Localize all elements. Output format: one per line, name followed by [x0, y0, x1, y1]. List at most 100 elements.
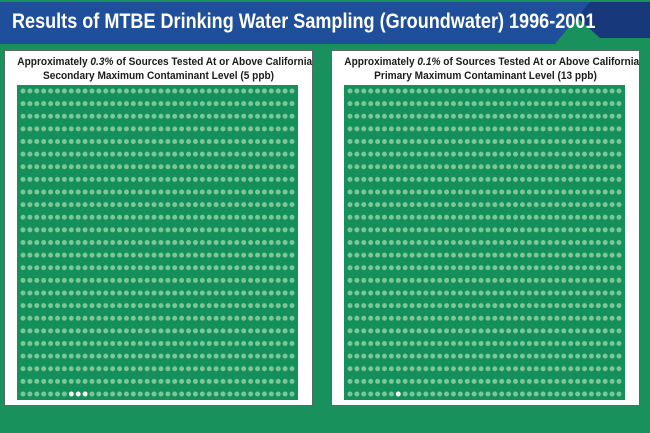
- panel-title-line1: Approximately 0.3% of Sources Tested At …: [17, 55, 312, 69]
- source-dot: [506, 277, 512, 283]
- source-dot: [347, 151, 353, 157]
- source-dot: [68, 366, 74, 372]
- source-dot: [409, 315, 415, 321]
- source-dot: [275, 189, 281, 195]
- source-dot: [513, 290, 519, 296]
- source-dot: [255, 151, 260, 157]
- source-dot: [478, 240, 484, 245]
- source-dot: [117, 265, 123, 271]
- source-dot: [48, 328, 54, 334]
- source-dot: [375, 378, 381, 384]
- source-dot: [409, 290, 415, 296]
- source-dot: [117, 366, 123, 372]
- source-dot: [402, 391, 408, 397]
- source-dot: [275, 176, 281, 182]
- source-dot: [368, 176, 374, 182]
- source-dot: [471, 214, 477, 220]
- source-dot: [547, 315, 553, 321]
- title-suffix: of Sources Tested At or Above California: [113, 56, 313, 68]
- source-dot: [354, 214, 360, 220]
- source-dot: [144, 277, 150, 283]
- source-dot: [179, 265, 185, 271]
- source-dot: [110, 126, 116, 132]
- source-dot: [450, 378, 456, 384]
- source-dot: [430, 265, 436, 271]
- source-dot: [540, 366, 546, 372]
- source-dot: [513, 252, 519, 258]
- source-dot: [282, 176, 288, 182]
- source-dot: [602, 290, 608, 296]
- source-dot: [526, 353, 532, 359]
- source-dot: [485, 214, 491, 220]
- source-dot: [382, 315, 387, 321]
- source-dot: [409, 126, 415, 132]
- source-dot: [506, 391, 512, 397]
- source-dot: [561, 353, 567, 359]
- source-dot: [595, 101, 601, 107]
- source-dot: [533, 227, 539, 233]
- source-dot: [41, 240, 47, 245]
- source-dot: [354, 126, 360, 132]
- source-dot: [123, 391, 129, 397]
- source-dot: [499, 240, 505, 245]
- source-dot: [575, 240, 581, 245]
- source-dot: [144, 202, 150, 208]
- source-dot: [151, 341, 157, 346]
- source-dot: [220, 139, 226, 144]
- source-dot: [172, 265, 178, 271]
- source-dot: [540, 265, 546, 271]
- source-dot: [368, 113, 374, 119]
- source-dot: [137, 176, 143, 182]
- source-dot: [110, 366, 116, 372]
- source-dot: [282, 164, 288, 170]
- source-dot: [464, 227, 470, 233]
- source-dot: [289, 151, 295, 157]
- source-dot: [609, 113, 615, 119]
- source-dot: [409, 265, 415, 271]
- source-dot: [261, 176, 267, 182]
- source-dot: [595, 391, 601, 397]
- source-dot: [165, 265, 171, 271]
- source-dot: [165, 113, 171, 119]
- source-dot: [533, 353, 539, 359]
- source-dot: [375, 303, 381, 309]
- source-dot: [110, 240, 116, 245]
- source-dot: [75, 341, 81, 346]
- source-dot: [130, 202, 136, 208]
- source-dot: [192, 391, 198, 397]
- source-dot: [388, 277, 394, 283]
- source-dot: [34, 290, 40, 296]
- source-dot: [61, 353, 67, 359]
- source-dot: [55, 227, 60, 233]
- source-dot: [282, 227, 288, 233]
- source-dot: [423, 164, 429, 170]
- source-dot: [20, 227, 26, 233]
- source-dot: [388, 202, 394, 208]
- source-dot: [499, 214, 505, 220]
- source-dot: [464, 328, 470, 334]
- source-dot: [27, 240, 33, 245]
- source-dot: [248, 151, 254, 157]
- source-dot: [547, 366, 553, 372]
- source-dot: [533, 176, 539, 182]
- source-dot: [206, 164, 212, 170]
- source-dot: [213, 176, 219, 182]
- source-dot: [430, 176, 436, 182]
- source-dot: [82, 353, 88, 359]
- source-dot: [533, 252, 539, 258]
- source-dot: [450, 240, 456, 245]
- source-dot: [75, 290, 81, 296]
- source-dot: [165, 202, 171, 208]
- source-dot: [478, 277, 484, 283]
- source-dot: [533, 378, 539, 384]
- source-dot: [213, 252, 219, 258]
- source-dot: [457, 126, 463, 132]
- source-dot: [41, 366, 47, 372]
- source-dot: [261, 277, 267, 283]
- source-dot: [89, 341, 95, 346]
- source-dot: [485, 391, 491, 397]
- source-dot: [234, 176, 240, 182]
- source-dot: [540, 378, 546, 384]
- source-dot: [206, 151, 212, 157]
- source-dot: [416, 366, 422, 372]
